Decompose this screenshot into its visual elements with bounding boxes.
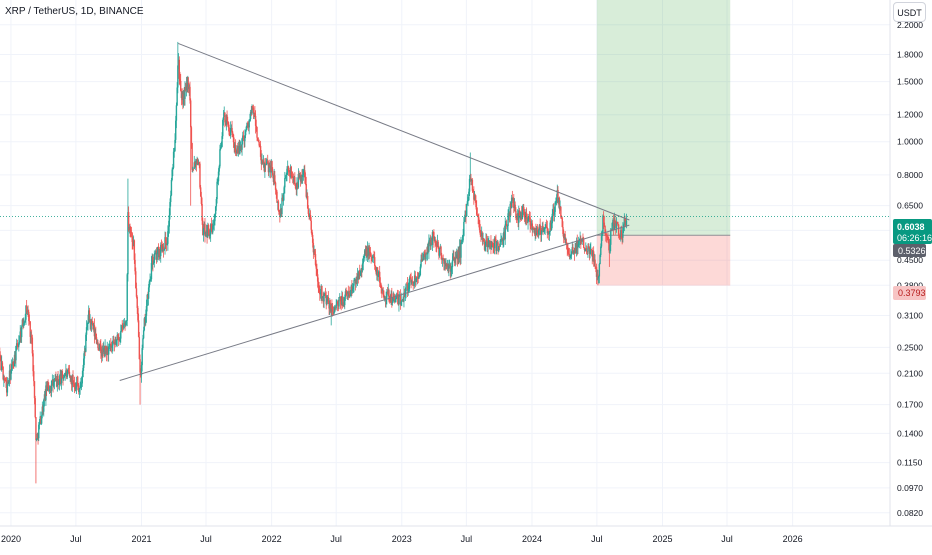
candle-body [97, 342, 98, 348]
candle-body [143, 330, 144, 338]
y-tick-label: 0.2500 [897, 342, 923, 352]
y-tick-label: 0.8000 [897, 170, 923, 180]
candle-body [82, 377, 83, 383]
candle-body [199, 164, 200, 188]
candle-body [219, 149, 220, 166]
candle-body [24, 322, 25, 323]
stop-price-label: 0.3793 [898, 288, 926, 298]
candle-body [626, 220, 627, 225]
candle-body [120, 331, 121, 339]
candle-body [586, 248, 587, 251]
loss-zone[interactable] [597, 235, 730, 285]
x-tick-label: Jul [200, 534, 212, 544]
candle-body [191, 127, 192, 143]
candle-body [276, 192, 277, 203]
y-tick-label: 1.5000 [897, 77, 923, 87]
y-tick-label: 0.2100 [897, 368, 923, 378]
candle-body [478, 217, 479, 220]
x-tick-label: 2020 [1, 534, 21, 544]
x-tick-label: 2024 [522, 534, 542, 544]
candle-body [253, 107, 254, 113]
candle-body [374, 257, 375, 266]
y-tick-label: 1.0000 [897, 137, 923, 147]
candle-body [141, 348, 142, 365]
candle-body [171, 180, 172, 195]
symbol-title[interactable]: XRP / TetherUS, 1D, BINANCE [5, 6, 144, 17]
x-tick-label: Jul [330, 534, 342, 544]
candle-body [460, 243, 461, 258]
candle-body [321, 286, 322, 298]
x-tick-label: 2021 [131, 534, 151, 544]
candle-body [311, 221, 312, 230]
candle-body [176, 105, 177, 120]
candle-body [472, 180, 473, 191]
candle-body [142, 338, 143, 348]
x-tick-label: Jul [461, 534, 473, 544]
candle-body [216, 182, 217, 199]
candle-body [505, 224, 506, 239]
y-tick-label: 0.1400 [897, 428, 923, 438]
candle-body [583, 239, 584, 248]
x-tick-label: 2023 [392, 534, 412, 544]
candle-body [35, 417, 36, 440]
y-tick-label: 1.8000 [897, 50, 923, 60]
candle-body [278, 201, 279, 211]
x-tick-label: Jul [70, 534, 82, 544]
candle-body [604, 223, 605, 226]
candle-body [223, 117, 224, 120]
y-tick-label: 0.0970 [897, 483, 923, 493]
candle-body [452, 260, 453, 267]
candle-body [34, 381, 35, 398]
candle-body [256, 127, 257, 138]
candle-body [405, 284, 406, 291]
candle-body [439, 249, 440, 256]
candle-body [466, 204, 467, 216]
candle-body [338, 297, 339, 306]
currency-button[interactable]: USDT [893, 2, 926, 22]
y-tick-label: 0.6500 [897, 201, 923, 211]
candle-body [308, 208, 309, 214]
candle-body [463, 222, 464, 236]
x-tick-label: 2025 [652, 534, 672, 544]
candle-body [599, 264, 600, 276]
candle-body [610, 230, 611, 245]
profit-zone[interactable] [597, 0, 730, 235]
y-tick-label: 0.3100 [897, 310, 923, 320]
candle-body [79, 388, 80, 389]
candle-body [33, 371, 34, 381]
candle-body [284, 178, 285, 187]
y-tick-label: 1.2000 [897, 110, 923, 120]
candle-body [170, 195, 171, 202]
candle-body [35, 398, 36, 417]
x-tick-label: Jul [721, 534, 733, 544]
countdown-label: 06:26:16 [897, 233, 932, 243]
y-tick-label: 0.1700 [897, 400, 923, 410]
y-tick-label: 0.1150 [897, 458, 923, 468]
candle-body [21, 326, 22, 337]
entry-price-label: 0.5326 [898, 246, 926, 256]
x-tick-label: 2022 [262, 534, 282, 544]
candle-body [190, 100, 191, 127]
x-tick-label: 2026 [783, 534, 803, 544]
current-price-label: 0.6038 [897, 222, 925, 232]
y-tick-label: 0.0820 [897, 508, 923, 518]
candle-body [370, 254, 371, 257]
x-tick-label: Jul [591, 534, 603, 544]
candle-body [2, 362, 3, 366]
long-position-tool[interactable] [597, 0, 730, 286]
candle-body [594, 260, 595, 267]
candle-body [191, 143, 192, 170]
candle-body [398, 297, 399, 305]
